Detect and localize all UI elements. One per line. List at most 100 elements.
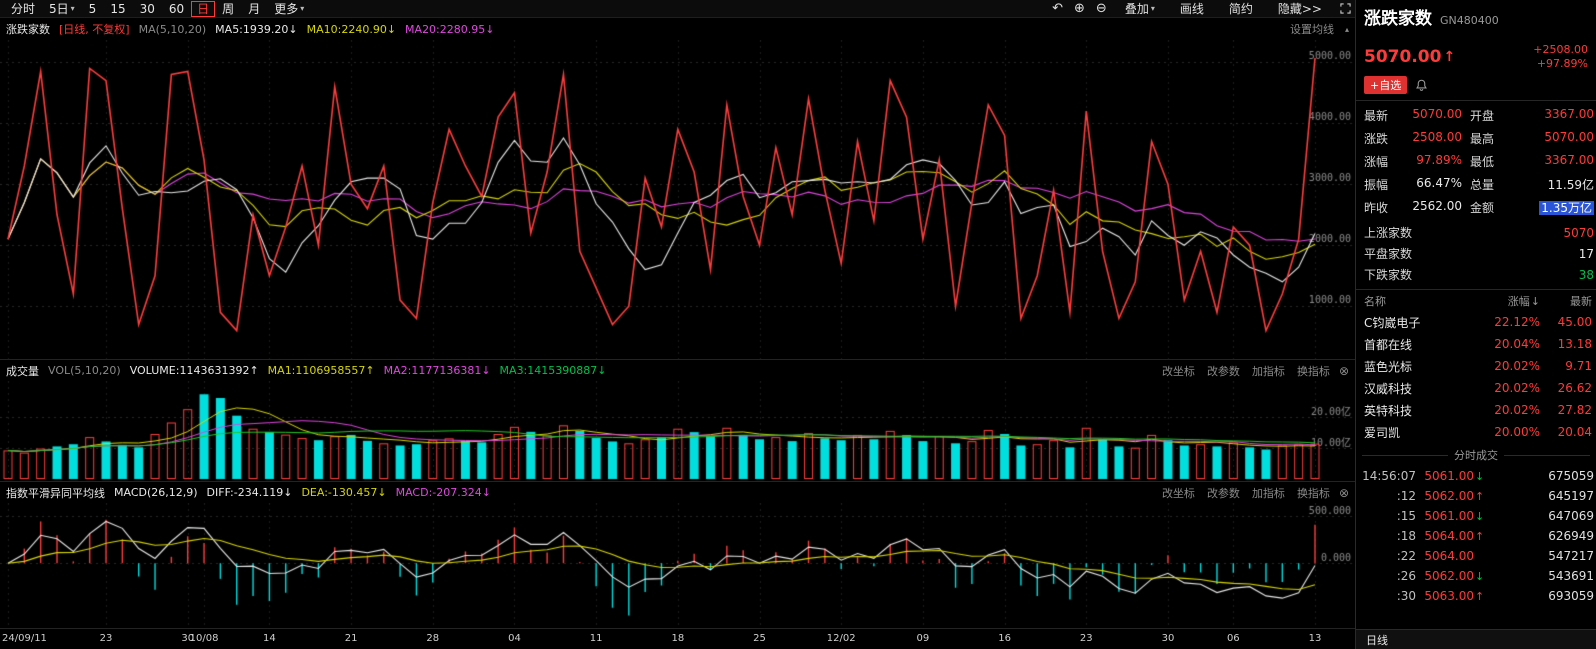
quote-label: 开盘 (1470, 109, 1495, 123)
col-pct[interactable]: 涨幅↓ (1482, 293, 1540, 309)
count-value: 38 (1578, 267, 1594, 282)
volume-chart-canvas[interactable] (0, 381, 1355, 481)
macd-chart-canvas[interactable] (0, 503, 1355, 628)
alarm-bell-icon[interactable] (1415, 79, 1428, 92)
tick-volume: 675059 (1548, 469, 1594, 483)
volume-links: 改坐标 改参数 加指标 换指标 (1162, 363, 1330, 379)
action-row: +自选 (1356, 71, 1596, 101)
count-label: 下跌家数 (1364, 268, 1413, 282)
stock-pct: 20.02% (1494, 381, 1540, 395)
chevron-down-icon: ▾ (300, 3, 305, 13)
period-label[interactable]: 日线 (1366, 633, 1388, 647)
period-60min[interactable]: 60 (168, 1, 185, 16)
tick-row[interactable]: :26 5062.00 ↓ 543691 (1362, 566, 1594, 586)
chevron-down-icon: ▾ (1150, 3, 1155, 13)
ranking-row[interactable]: 蓝色光标 20.02% 9.71 (1356, 355, 1596, 377)
ranking-row[interactable]: 爱司凯 20.00% 20.04 (1356, 421, 1596, 443)
tick-row[interactable]: :12 5062.00 ↑ 645197 (1362, 486, 1594, 506)
macd-param: MACD(26,12,9) (114, 486, 198, 499)
change-axis-link[interactable]: 改坐标 (1161, 486, 1195, 500)
zoom-out-icon[interactable]: ⊖ (1095, 1, 1107, 16)
caret-up-icon[interactable]: ▴ (1344, 24, 1349, 34)
stock-price: 26.62 (1557, 381, 1592, 395)
change-axis-link[interactable]: 改坐标 (1161, 364, 1195, 378)
tick-row[interactable]: 14:56:07 5061.00 ↓ 675059 (1362, 466, 1594, 486)
count-value: 5070 (1563, 225, 1594, 240)
sort-down-icon: ↓ (1530, 294, 1540, 308)
change-params-link[interactable]: 改参数 (1206, 486, 1240, 500)
ma10-value: MA10:2240.90↓ (306, 22, 397, 36)
macd-title: 指数平滑异同平均线 (6, 486, 105, 500)
col-name[interactable]: 名称 (1364, 294, 1386, 308)
quote-label: 昨收 (1364, 201, 1389, 215)
add-indicator-link[interactable]: 加指标 (1251, 364, 1285, 378)
fullscreen-icon[interactable] (1340, 3, 1351, 14)
stock-pct: 20.04% (1494, 337, 1540, 351)
stock-price: 27.82 (1557, 403, 1592, 417)
tick-price: 5061.00 (1424, 469, 1474, 483)
count-row-unchanged: 平盘家数 17 (1364, 243, 1594, 264)
ranking-row[interactable]: 英特科技 20.02% 27.82 (1356, 399, 1596, 421)
instrument-code: GN480400 (1440, 14, 1499, 27)
add-indicator-link[interactable]: 加指标 (1251, 486, 1285, 500)
tick-row[interactable]: :30 5063.00 ↑ 693059 (1362, 586, 1594, 606)
tick-row[interactable]: :15 5061.00 ↓ 647069 (1362, 506, 1594, 526)
ma-settings-button[interactable]: 设置均线 (1289, 23, 1334, 36)
quote-value: 3367.00 (1544, 153, 1594, 167)
tick-row[interactable]: :18 5064.00 ↑ 626949 (1362, 526, 1594, 546)
period-30min[interactable]: 30 (139, 1, 155, 16)
switch-indicator-link[interactable]: 换指标 (1296, 364, 1330, 378)
x-axis-label: 06 (1226, 633, 1240, 644)
tick-time: :18 (1396, 529, 1416, 543)
change-params-link[interactable]: 改参数 (1206, 364, 1240, 378)
x-axis-label: 14 (263, 633, 276, 644)
x-axis-label: 21 (344, 633, 358, 644)
draw-line-button[interactable]: 画线 (1179, 1, 1204, 16)
stock-name: 首都在线 (1364, 337, 1413, 352)
time-sales-list: 14:56:07 5061.00 ↓ 675059 :12 5062.00 ↑ 645197… (1356, 463, 1596, 606)
tick-time: :30 (1396, 589, 1416, 603)
tick-row[interactable]: :22 5064.00 547217 (1362, 546, 1594, 566)
ma-param-label[interactable]: MA(5,10,20) (138, 22, 207, 36)
close-panel-icon[interactable]: ⊗ (1338, 363, 1349, 378)
quote-label: 涨跌 (1364, 132, 1389, 146)
tick-section-title[interactable]: 分时成交 (1356, 447, 1596, 463)
simple-mode-button[interactable]: 简约 (1228, 1, 1253, 16)
count-value: 17 (1578, 246, 1594, 261)
period-more[interactable]: 更多 ▾ (267, 1, 311, 17)
tick-price: 5061.00 (1424, 509, 1474, 523)
quote-value: 97.89% (1416, 153, 1462, 167)
tick-direction-icon: ↑ (1475, 489, 1485, 503)
macd-links: 改坐标 改参数 加指标 换指标 (1162, 485, 1330, 501)
overlay-button[interactable]: 叠加 ▾ (1118, 1, 1162, 17)
period-5min[interactable]: 5 (88, 1, 97, 16)
ranking-row[interactable]: 首都在线 20.04% 13.18 (1356, 333, 1596, 355)
volume-value: VOLUME:1143631392↑ (129, 364, 259, 377)
tick-volume: 647069 (1548, 509, 1594, 523)
period-week[interactable]: 周 (222, 1, 235, 16)
switch-indicator-link[interactable]: 换指标 (1296, 486, 1330, 500)
tick-time: :26 (1396, 569, 1416, 583)
zoom-in-icon[interactable]: ⊕ (1074, 1, 1085, 16)
overlay-label: 叠加 (1124, 1, 1149, 16)
main-chart-canvas[interactable] (0, 40, 1355, 359)
undo-icon[interactable]: ↶ (1052, 1, 1063, 16)
ranking-row[interactable]: 汉威科技 20.02% 26.62 (1356, 377, 1596, 399)
add-watchlist-button[interactable]: +自选 (1364, 76, 1408, 94)
hide-panel-button[interactable]: 隐藏>> (1277, 1, 1322, 16)
ranking-row[interactable]: C钧崴电子 22.12% 45.00 (1356, 311, 1596, 333)
period-15min[interactable]: 15 (110, 1, 126, 16)
chevron-down-icon: ▾ (70, 3, 75, 13)
close-panel-icon[interactable]: ⊗ (1338, 485, 1349, 500)
period-day[interactable]: 日 (191, 0, 216, 17)
period-month[interactable]: 月 (248, 1, 261, 16)
period-fenshi[interactable]: 分时 (11, 1, 36, 16)
quote-value: 5070.00 (1412, 107, 1462, 121)
toolbar-right: ↶ ⊕ ⊖ 叠加 ▾ 画线 简约 隐藏>> (1052, 1, 1351, 17)
col-price[interactable]: 最新 (1570, 294, 1592, 308)
volume-param: VOL(5,10,20) (48, 364, 121, 377)
volume-title: 成交量 (6, 364, 39, 378)
macd-diff-value: DIFF:-234.119↓ (206, 486, 293, 499)
period-5day[interactable]: 5日 ▾ (42, 1, 82, 17)
stock-name: 汉威科技 (1364, 381, 1413, 396)
